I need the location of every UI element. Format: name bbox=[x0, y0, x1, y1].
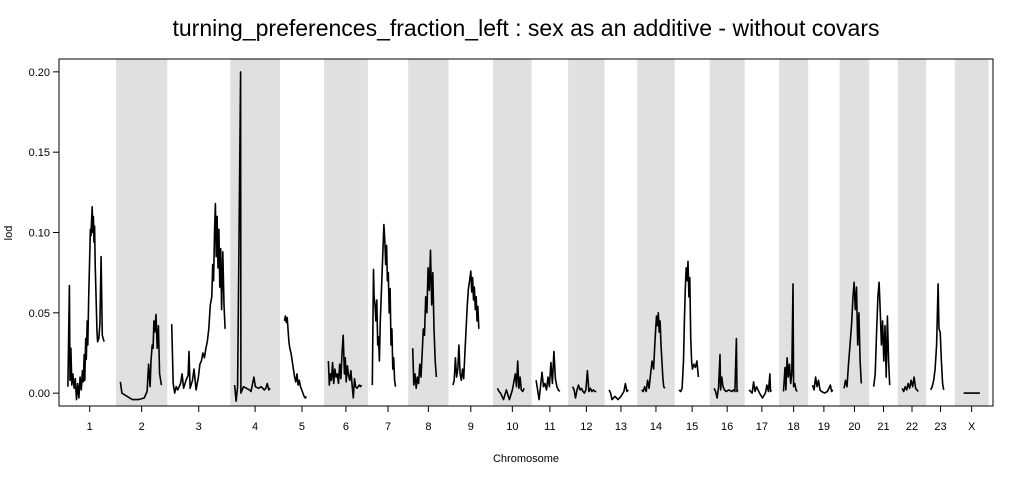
plot-frame bbox=[58, 58, 994, 407]
band-chr-16 bbox=[709, 59, 745, 406]
y-tick-label: 0.00 bbox=[29, 388, 50, 400]
lod-line-chr-15 bbox=[678, 260, 700, 393]
lod-line-chr-7 bbox=[371, 223, 397, 387]
lod-line-chr-14 bbox=[641, 312, 666, 393]
lod-line-chr-22 bbox=[901, 376, 919, 393]
x-tick-label-chr-1: 1 bbox=[87, 421, 93, 433]
chromosome-bands bbox=[115, 59, 989, 406]
lod-line-chr-8 bbox=[411, 249, 438, 390]
x-tick-label-chr-15: 15 bbox=[686, 421, 698, 433]
lod-line-chr-16 bbox=[713, 337, 739, 399]
lod-line-chr-10 bbox=[496, 360, 525, 401]
x-tick-label-chr-7: 7 bbox=[385, 421, 391, 433]
band-chr-10 bbox=[493, 59, 532, 406]
x-axis: 1 2 3 4 5 6 7 8 9 10 11 12 13 14 15 16 17 18 19 20 21 22 23 X bbox=[87, 406, 976, 433]
x-tick-label-chr-12: 12 bbox=[580, 421, 592, 433]
y-tick-label: 0.15 bbox=[29, 147, 50, 159]
band-chr-8 bbox=[408, 59, 449, 406]
lod-line-chr-11 bbox=[535, 350, 561, 401]
x-tick-label-chr-17: 17 bbox=[756, 421, 768, 433]
lod-line-chr-12 bbox=[571, 369, 597, 399]
lod-line-chr-20 bbox=[843, 281, 863, 389]
x-tick-label-chr-3: 3 bbox=[196, 421, 202, 433]
x-tick-label-chr-9: 9 bbox=[468, 421, 474, 433]
lod-line-chr-2 bbox=[119, 313, 163, 401]
x-axis-label: Chromosome bbox=[493, 453, 559, 465]
lod-line-chr-6 bbox=[327, 334, 363, 399]
lod-curves bbox=[67, 71, 980, 402]
lod-line-chr-17 bbox=[748, 373, 773, 399]
y-axis: 0.00 0.05 0.10 0.15 0.20 bbox=[29, 67, 59, 400]
lod-line-chr-19 bbox=[811, 376, 834, 394]
x-tick-label-chr-10: 10 bbox=[506, 421, 518, 433]
x-tick-label-chr-6: 6 bbox=[343, 421, 349, 433]
lod-line-chr-1 bbox=[67, 206, 105, 401]
band-chr-X bbox=[954, 59, 989, 406]
x-tick-label-chr-18: 18 bbox=[787, 421, 799, 433]
lod-line-chr-18 bbox=[782, 283, 798, 392]
x-tick-label-chr-11: 11 bbox=[544, 421, 555, 433]
chart-title: turning_preferences_fraction_left : sex … bbox=[173, 15, 880, 41]
band-chr-22 bbox=[897, 59, 927, 406]
x-tick-label-chr-23: 23 bbox=[934, 421, 946, 433]
x-tick-label-chr-13: 13 bbox=[615, 421, 627, 433]
y-tick-label: 0.05 bbox=[29, 308, 50, 320]
x-tick-label-chr-5: 5 bbox=[299, 421, 305, 433]
y-tick-label: 0.10 bbox=[29, 228, 50, 240]
x-tick-label-chr-X: X bbox=[968, 421, 976, 433]
band-chr-20 bbox=[839, 59, 870, 406]
lod-line-chr-5 bbox=[283, 315, 308, 399]
y-tick-label: 0.20 bbox=[29, 67, 50, 79]
x-tick-label-chr-19: 19 bbox=[818, 421, 830, 433]
lod-line-chr-23 bbox=[929, 283, 945, 391]
x-tick-label-chr-14: 14 bbox=[650, 421, 662, 433]
x-tick-label-chr-8: 8 bbox=[425, 421, 431, 433]
lod-line-chr-4 bbox=[233, 71, 271, 402]
band-chr-12 bbox=[568, 59, 605, 406]
band-chr-6 bbox=[323, 59, 368, 406]
lod-line-chr-3 bbox=[170, 202, 226, 394]
x-tick-label-chr-22: 22 bbox=[906, 421, 918, 433]
x-tick-label-chr-2: 2 bbox=[139, 421, 145, 433]
y-axis-label: lod bbox=[3, 226, 15, 241]
band-chr-14 bbox=[637, 59, 675, 406]
x-tick-label-chr-20: 20 bbox=[848, 421, 860, 433]
lod-line-chr-13 bbox=[608, 382, 629, 401]
x-tick-label-chr-4: 4 bbox=[252, 421, 258, 433]
lod-line-chr-21 bbox=[872, 281, 891, 387]
lod-line-chr-9 bbox=[452, 270, 480, 386]
x-tick-label-chr-21: 21 bbox=[877, 421, 889, 433]
x-tick-label-chr-16: 16 bbox=[721, 421, 733, 433]
